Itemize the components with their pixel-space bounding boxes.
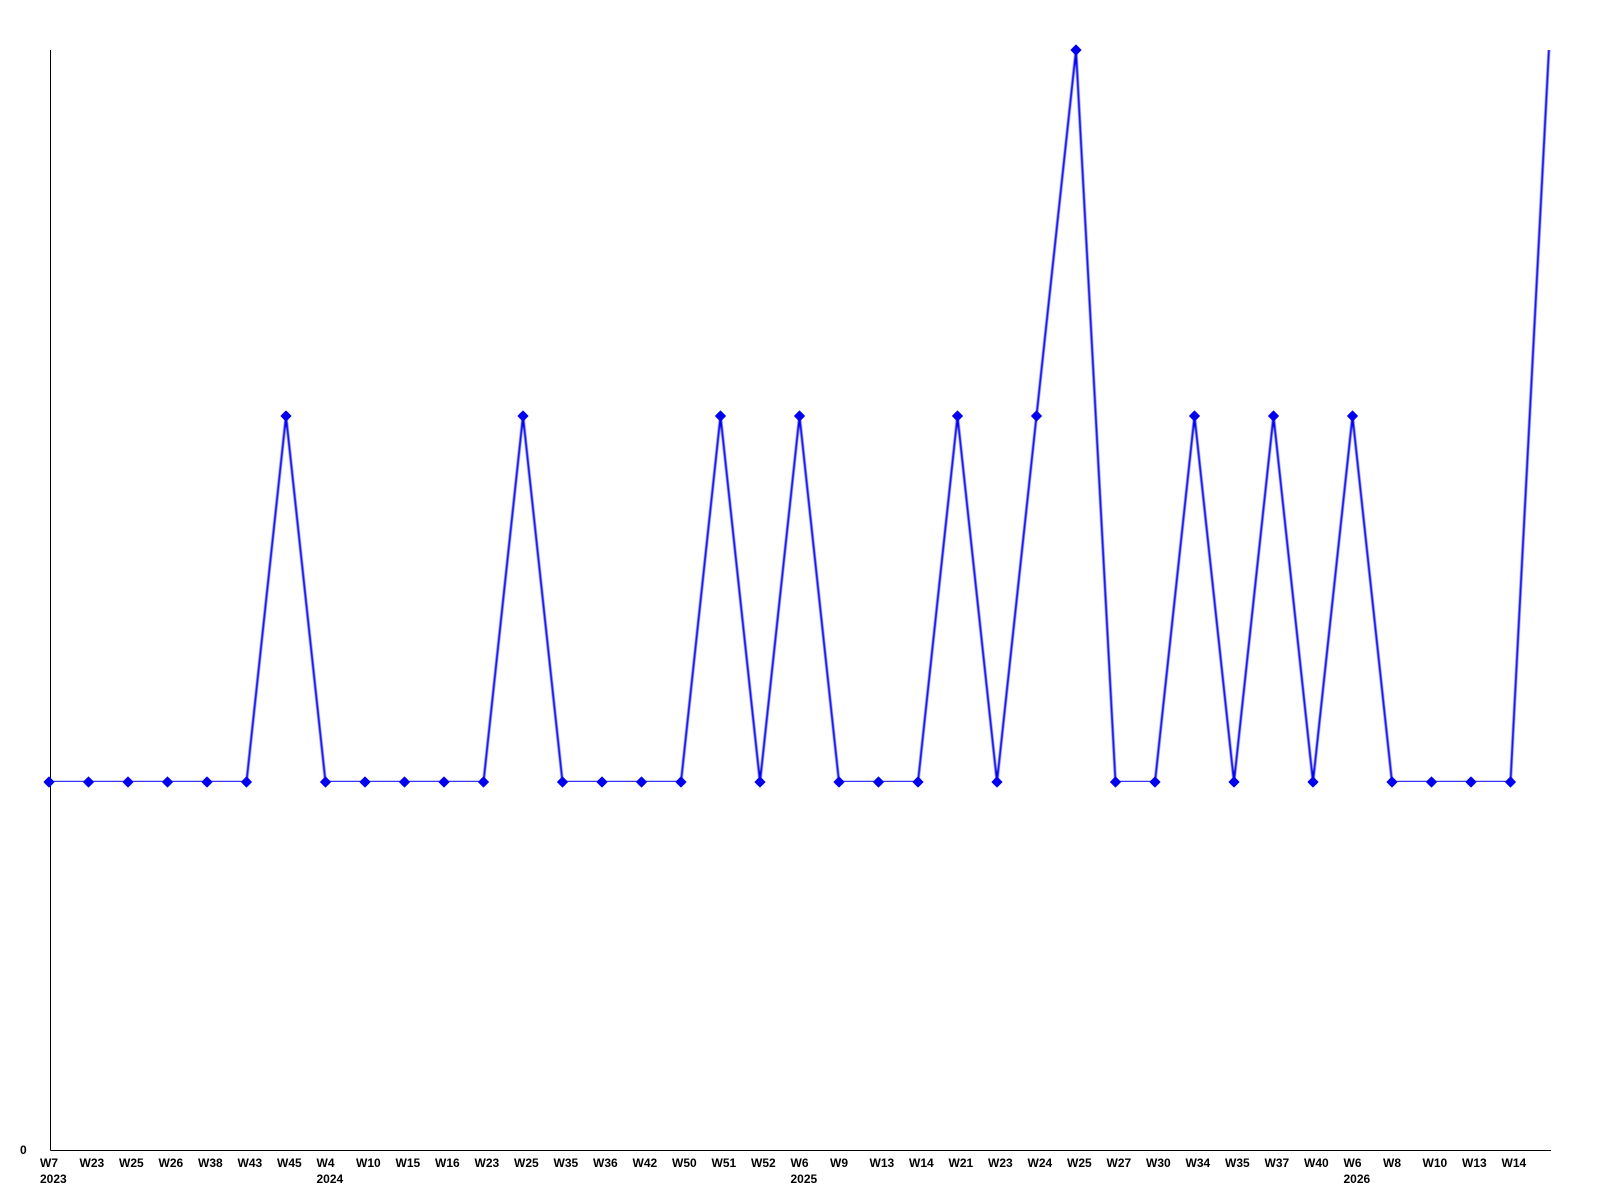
svg-text:W6: W6	[791, 1156, 809, 1170]
svg-text:W7: W7	[40, 1156, 58, 1170]
svg-text:W16: W16	[435, 1156, 460, 1170]
svg-text:W24: W24	[1028, 1156, 1053, 1170]
svg-text:W52: W52	[751, 1156, 776, 1170]
svg-text:W30: W30	[1146, 1156, 1171, 1170]
svg-text:W42: W42	[633, 1156, 658, 1170]
svg-text:W45: W45	[277, 1156, 302, 1170]
svg-text:W50: W50	[672, 1156, 697, 1170]
svg-text:W25: W25	[514, 1156, 539, 1170]
svg-text:W40: W40	[1304, 1156, 1329, 1170]
svg-text:W14: W14	[1502, 1156, 1527, 1170]
svg-text:W38: W38	[198, 1156, 223, 1170]
svg-text:W23: W23	[988, 1156, 1013, 1170]
svg-text:W43: W43	[238, 1156, 263, 1170]
svg-text:W23: W23	[475, 1156, 500, 1170]
svg-text:W10: W10	[1423, 1156, 1448, 1170]
svg-text:W23: W23	[80, 1156, 105, 1170]
svg-text:2023: 2023	[40, 1172, 67, 1186]
svg-text:W25: W25	[119, 1156, 144, 1170]
svg-text:W9: W9	[830, 1156, 848, 1170]
svg-text:0: 0	[20, 1143, 27, 1157]
svg-text:W51: W51	[712, 1156, 737, 1170]
svg-text:W27: W27	[1107, 1156, 1132, 1170]
svg-text:W35: W35	[1225, 1156, 1250, 1170]
svg-text:W10: W10	[356, 1156, 381, 1170]
svg-text:W14: W14	[909, 1156, 934, 1170]
svg-text:2025: 2025	[791, 1172, 818, 1186]
svg-text:W36: W36	[593, 1156, 618, 1170]
svg-text:W13: W13	[870, 1156, 895, 1170]
svg-text:W26: W26	[159, 1156, 184, 1170]
svg-text:W6: W6	[1344, 1156, 1362, 1170]
svg-text:W4: W4	[317, 1156, 335, 1170]
svg-text:W8: W8	[1383, 1156, 1401, 1170]
svg-text:W13: W13	[1462, 1156, 1487, 1170]
svg-text:W25: W25	[1067, 1156, 1092, 1170]
svg-text:2024: 2024	[317, 1172, 344, 1186]
svg-text:W35: W35	[554, 1156, 579, 1170]
svg-text:W37: W37	[1265, 1156, 1290, 1170]
svg-text:W15: W15	[396, 1156, 421, 1170]
svg-text:W21: W21	[949, 1156, 974, 1170]
svg-text:W34: W34	[1186, 1156, 1211, 1170]
svg-text:2026: 2026	[1344, 1172, 1371, 1186]
